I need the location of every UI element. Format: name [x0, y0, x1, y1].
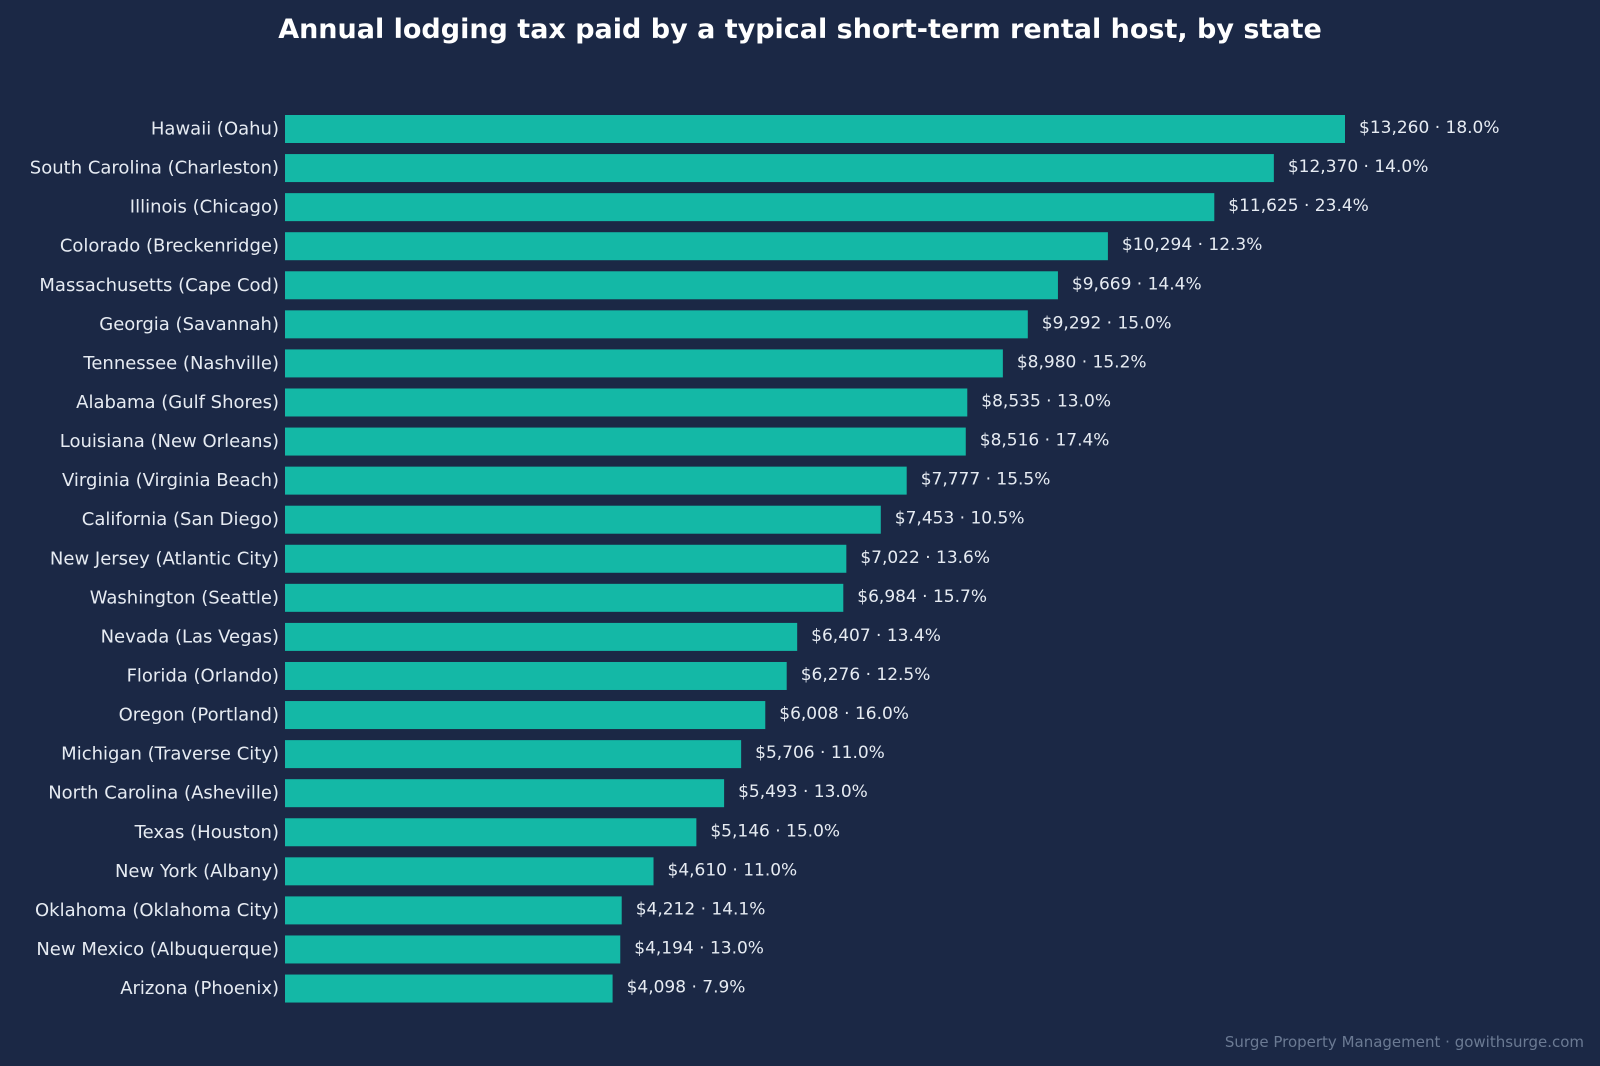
data-label: $4,212 · 14.1% [636, 899, 766, 919]
bar [285, 896, 622, 925]
category-label: Oregon (Portland) [119, 705, 279, 726]
data-label: $13,260 · 18.0% [1359, 118, 1500, 138]
data-label: $4,610 · 11.0% [668, 860, 798, 880]
category-label: Virginia (Virginia Beach) [62, 470, 279, 491]
bar [285, 310, 1028, 339]
data-label: $7,453 · 10.5% [895, 509, 1025, 529]
data-label: $8,516 · 17.4% [980, 431, 1110, 451]
category-label: Georgia (Savannah) [99, 314, 279, 335]
bar [285, 779, 725, 808]
bar [285, 583, 844, 612]
data-label: $12,370 · 14.0% [1288, 157, 1429, 177]
data-label: $11,625 · 23.4% [1228, 196, 1369, 216]
category-label: Nevada (Las Vegas) [101, 626, 279, 647]
category-label: New Jersey (Atlantic City) [50, 548, 279, 569]
bar [285, 154, 1274, 183]
category-label: Oklahoma (Oklahoma City) [35, 900, 279, 921]
category-label: Michigan (Traverse City) [61, 744, 279, 765]
data-label: $6,276 · 12.5% [801, 665, 931, 685]
category-label: California (San Diego) [82, 509, 279, 530]
bar [285, 232, 1108, 261]
bar [285, 974, 613, 1003]
data-label: $4,098 · 7.9% [627, 978, 746, 998]
category-label: Texas (Houston) [134, 822, 279, 843]
category-label: New York (Albany) [115, 861, 279, 882]
data-label: $9,292 · 15.0% [1042, 313, 1172, 333]
category-label: Louisiana (New Orleans) [60, 431, 279, 452]
bar [285, 193, 1215, 222]
category-label: South Carolina (Charleston) [30, 158, 279, 179]
data-label: $7,022 · 13.6% [860, 548, 990, 568]
data-label: $6,407 · 13.4% [811, 626, 941, 646]
data-label: $7,777 · 15.5% [921, 470, 1051, 490]
category-label: Tennessee (Nashville) [82, 353, 279, 374]
category-label: Florida (Orlando) [127, 665, 279, 686]
bar [285, 115, 1345, 143]
data-label: $8,535 · 13.0% [981, 391, 1111, 411]
bar [285, 857, 654, 886]
category-label: New Mexico (Albuquerque) [36, 939, 279, 960]
bar [285, 818, 697, 847]
bar [285, 544, 847, 573]
footer-credit: Surge Property Management · gowithsurge.… [1224, 1033, 1584, 1051]
data-label: $5,706 · 11.0% [755, 743, 885, 763]
bar [285, 349, 1003, 378]
chart-title: Annual lodging tax paid by a typical sho… [278, 14, 1322, 45]
bar [285, 466, 907, 495]
category-label: Washington (Seattle) [90, 587, 279, 608]
category-label: Hawaii (Oahu) [151, 119, 279, 140]
data-label: $10,294 · 12.3% [1122, 235, 1263, 255]
bar [285, 505, 881, 534]
data-label: $5,146 · 15.0% [710, 821, 840, 841]
category-label: Arizona (Phoenix) [120, 978, 279, 999]
data-label: $5,493 · 13.0% [738, 782, 868, 802]
category-label: Alabama (Gulf Shores) [76, 392, 279, 413]
bar [285, 622, 798, 651]
data-label: $4,194 · 13.0% [634, 938, 764, 958]
bar [285, 427, 966, 456]
category-label: Massachusetts (Cape Cod) [39, 275, 279, 296]
bar [285, 271, 1058, 300]
data-label: $8,980 · 15.2% [1017, 352, 1147, 372]
bar [285, 661, 787, 690]
category-label: Colorado (Breckenridge) [60, 236, 279, 257]
data-label: $9,669 · 14.4% [1072, 274, 1202, 294]
data-label: $6,008 · 16.0% [779, 704, 909, 724]
bar [285, 701, 766, 730]
category-label: North Carolina (Asheville) [48, 783, 279, 804]
bar [285, 388, 968, 417]
bar [285, 935, 621, 964]
bar [285, 740, 742, 769]
category-label: Illinois (Chicago) [130, 197, 279, 218]
data-label: $6,984 · 15.7% [857, 587, 987, 607]
